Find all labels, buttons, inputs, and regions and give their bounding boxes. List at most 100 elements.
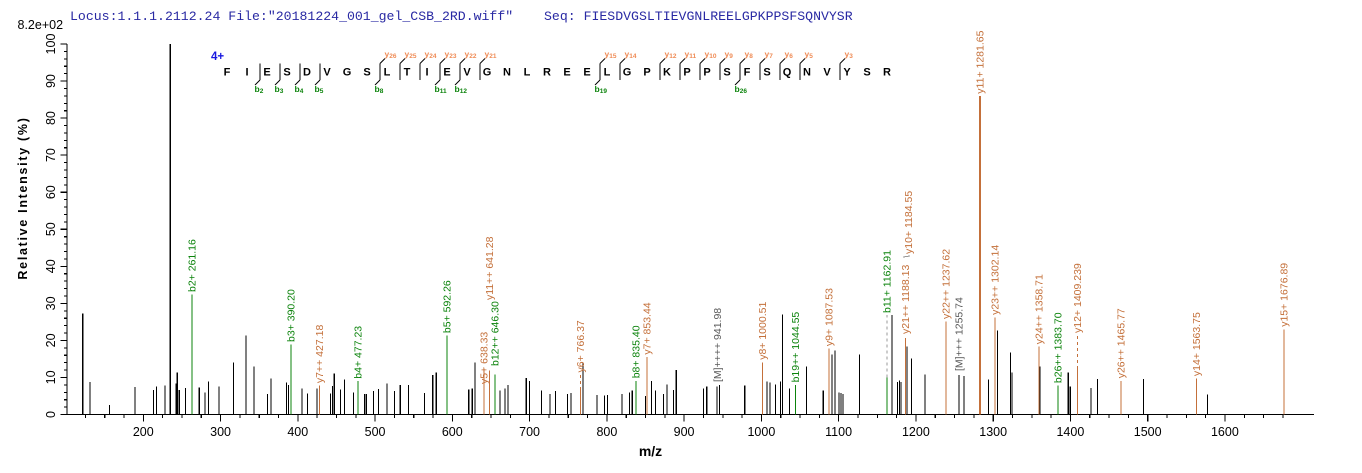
svg-text:70: 70 <box>44 148 58 162</box>
svg-text:b26++ 1383.70: b26++ 1383.70 <box>1053 312 1065 383</box>
svg-text:y6: y6 <box>785 49 794 60</box>
svg-text:b3+ 390.20: b3+ 390.20 <box>286 289 298 342</box>
svg-text:K: K <box>663 67 671 79</box>
svg-text:50: 50 <box>44 222 58 236</box>
svg-text:y7++ 427.18: y7++ 427.18 <box>314 325 326 384</box>
svg-text:y5: y5 <box>805 49 814 60</box>
svg-text:b5: b5 <box>315 84 324 95</box>
svg-text:y7+ 853.44: y7+ 853.44 <box>641 302 653 354</box>
svg-text:y7: y7 <box>765 49 774 60</box>
svg-text:V: V <box>323 67 331 79</box>
svg-text:b4+ 477.23: b4+ 477.23 <box>352 326 364 379</box>
svg-text:R: R <box>883 67 891 79</box>
svg-text:P: P <box>703 67 710 79</box>
svg-text:y8+ 1000.51: y8+ 1000.51 <box>757 302 769 360</box>
svg-text:600: 600 <box>442 425 463 439</box>
svg-text:y10+ 1184.55: y10+ 1184.55 <box>903 191 915 254</box>
svg-text:900: 900 <box>674 425 695 439</box>
svg-text:300: 300 <box>210 425 231 439</box>
svg-text:y9+ 1087.53: y9+ 1087.53 <box>823 288 835 346</box>
svg-text:b19: b19 <box>595 84 608 95</box>
svg-text:b19++ 1044.55: b19++ 1044.55 <box>790 312 802 383</box>
svg-text:y14+ 1563.75: y14+ 1563.75 <box>1191 312 1203 376</box>
svg-text:y25: y25 <box>405 49 417 60</box>
svg-text:1200: 1200 <box>902 425 930 439</box>
svg-text:y5+ 638.33: y5+ 638.33 <box>479 332 491 384</box>
svg-text:y11: y11 <box>685 49 697 60</box>
svg-text:y21++ 1188.13: y21++ 1188.13 <box>900 265 912 334</box>
svg-text:b26: b26 <box>735 84 748 95</box>
svg-text:y22: y22 <box>465 49 477 60</box>
svg-text:y12+ 1409.239: y12+ 1409.239 <box>1072 263 1084 333</box>
svg-text:1600: 1600 <box>1211 425 1239 439</box>
svg-text:S: S <box>863 67 870 79</box>
svg-text:S: S <box>363 67 370 79</box>
svg-text:y24: y24 <box>425 49 437 60</box>
svg-text:1000: 1000 <box>747 425 775 439</box>
svg-text:b5+ 592.26: b5+ 592.26 <box>442 280 454 333</box>
svg-text:V: V <box>463 67 471 79</box>
svg-text:y23: y23 <box>445 49 457 60</box>
svg-text:E: E <box>443 67 450 79</box>
svg-text:E: E <box>263 67 270 79</box>
svg-text:Locus:1.1.1.2112.24 File:"2018: Locus:1.1.1.2112.24 File:"20181224_001_g… <box>70 9 513 24</box>
svg-text:100: 100 <box>44 34 58 55</box>
svg-text:P: P <box>643 67 650 79</box>
svg-text:y26: y26 <box>385 49 397 60</box>
svg-text:4+: 4+ <box>211 51 224 63</box>
svg-text:Relative Intensity (%): Relative Intensity (%) <box>16 116 30 279</box>
svg-text:R: R <box>543 67 551 79</box>
svg-text:N: N <box>803 67 811 79</box>
svg-text:1500: 1500 <box>1134 425 1162 439</box>
svg-text:20: 20 <box>44 333 58 347</box>
svg-text:1400: 1400 <box>1056 425 1084 439</box>
svg-text:m/z: m/z <box>639 443 662 459</box>
svg-text:b12: b12 <box>455 84 468 95</box>
svg-text:80: 80 <box>44 111 58 125</box>
svg-text:Q: Q <box>783 67 792 79</box>
svg-text:S: S <box>283 67 290 79</box>
svg-text:b4: b4 <box>295 84 304 95</box>
svg-text:y15+ 1676.89: y15+ 1676.89 <box>1278 263 1290 327</box>
svg-text:I: I <box>425 67 428 79</box>
svg-text:b12++ 646.30: b12++ 646.30 <box>489 301 501 366</box>
svg-text:L: L <box>524 67 531 79</box>
svg-text:L: L <box>604 67 611 79</box>
svg-text:10: 10 <box>44 370 58 384</box>
svg-text:b3: b3 <box>275 84 284 95</box>
svg-text:E: E <box>563 67 570 79</box>
svg-text:V: V <box>823 67 831 79</box>
svg-text:[M]++++ 941.98: [M]++++ 941.98 <box>712 308 724 382</box>
svg-text:30: 30 <box>44 296 58 310</box>
svg-text:b8: b8 <box>375 84 384 95</box>
svg-text:y3: y3 <box>845 49 854 60</box>
svg-text:E: E <box>583 67 590 79</box>
svg-text:700: 700 <box>519 425 540 439</box>
svg-text:8.2e+02: 8.2e+02 <box>18 18 64 32</box>
svg-text:40: 40 <box>44 259 58 273</box>
svg-text:b2: b2 <box>255 84 264 95</box>
svg-text:y23++ 1302.14: y23++ 1302.14 <box>990 245 1002 315</box>
svg-text:[M]+++ 1255.74: [M]+++ 1255.74 <box>953 297 965 371</box>
svg-text:b11: b11 <box>435 84 447 95</box>
svg-text:y22++ 1237.62: y22++ 1237.62 <box>940 249 952 319</box>
svg-text:60: 60 <box>44 185 58 199</box>
svg-text:y24++ 1358.71: y24++ 1358.71 <box>1033 274 1045 344</box>
svg-text:I: I <box>245 67 248 79</box>
svg-text:G: G <box>623 67 632 79</box>
svg-text:y10: y10 <box>705 49 717 60</box>
svg-text:L: L <box>384 67 391 79</box>
svg-text:P: P <box>683 67 690 79</box>
svg-text:D: D <box>303 67 311 79</box>
svg-text:Seq: FIESDVGSLTIEVGNLREELGPKPP: Seq: FIESDVGSLTIEVGNLREELGPKPPSFSQNVYSR <box>544 9 853 24</box>
svg-text:1300: 1300 <box>979 425 1007 439</box>
svg-text:S: S <box>723 67 730 79</box>
svg-text:y6+ 766.37: y6+ 766.37 <box>575 320 587 372</box>
svg-text:b2+ 261.16: b2+ 261.16 <box>187 239 199 292</box>
svg-text:N: N <box>503 67 511 79</box>
svg-text:1100: 1100 <box>825 425 852 439</box>
svg-text:y11++ 641.28: y11++ 641.28 <box>484 236 496 300</box>
svg-text:500: 500 <box>365 425 386 439</box>
svg-text:b8+ 835.40: b8+ 835.40 <box>631 325 643 378</box>
svg-text:400: 400 <box>287 425 308 439</box>
